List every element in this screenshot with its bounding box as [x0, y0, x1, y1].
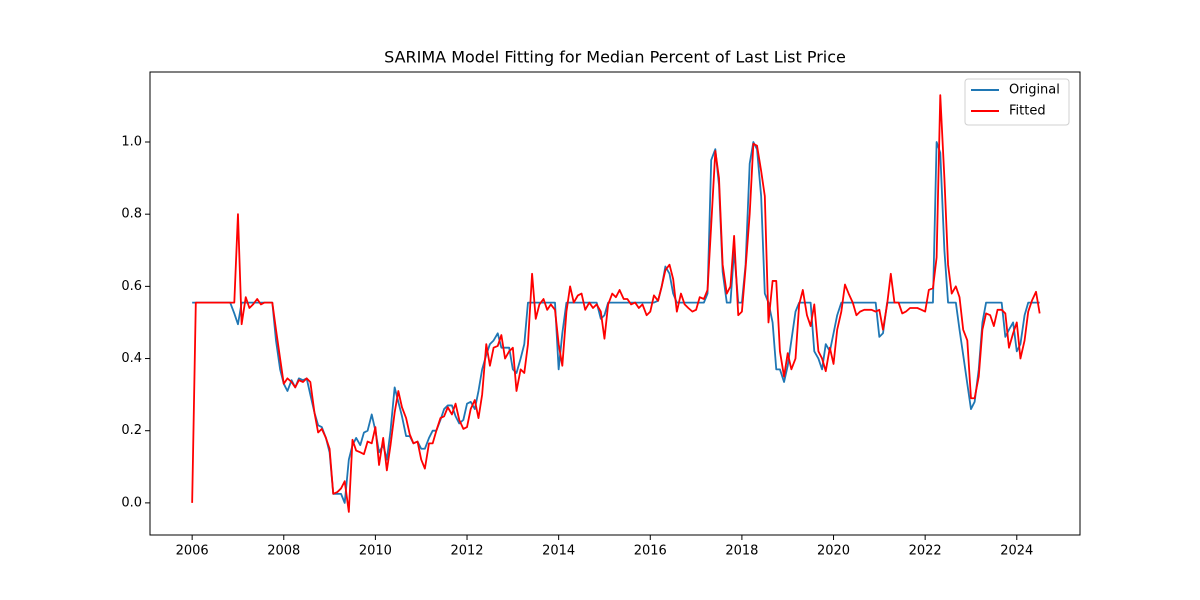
x-tick-label: 2006: [176, 544, 209, 559]
x-tick-label: 2012: [450, 544, 483, 559]
axes-frame: [149, 71, 1081, 536]
x-tick-label: 2020: [817, 544, 850, 559]
data-line: [191, 94, 1041, 513]
x-tick-label: 2014: [542, 544, 575, 559]
y-tick-label: 0.2: [121, 423, 142, 438]
chart-title: SARIMA Model Fitting for Median Percent …: [384, 48, 846, 67]
x-tick-label: 2016: [634, 544, 667, 559]
y-tick-label: 0.6: [121, 279, 142, 294]
legend-label: Fitted: [1009, 104, 1046, 119]
data-line: [192, 141, 1040, 504]
x-tick-label: 2008: [267, 544, 300, 559]
y-tick-label: 0.4: [121, 351, 142, 366]
x-tick-label: 2018: [725, 544, 758, 559]
y-tick-label: 0.8: [121, 207, 142, 222]
y-tick-label: 1.0: [121, 135, 142, 150]
legend-label: Original: [1009, 83, 1060, 98]
x-tick-label: 2022: [909, 544, 942, 559]
x-tick-label: 2010: [359, 544, 392, 559]
x-tick-label: 2024: [1000, 544, 1033, 559]
y-tick-label: 0.0: [121, 495, 142, 510]
